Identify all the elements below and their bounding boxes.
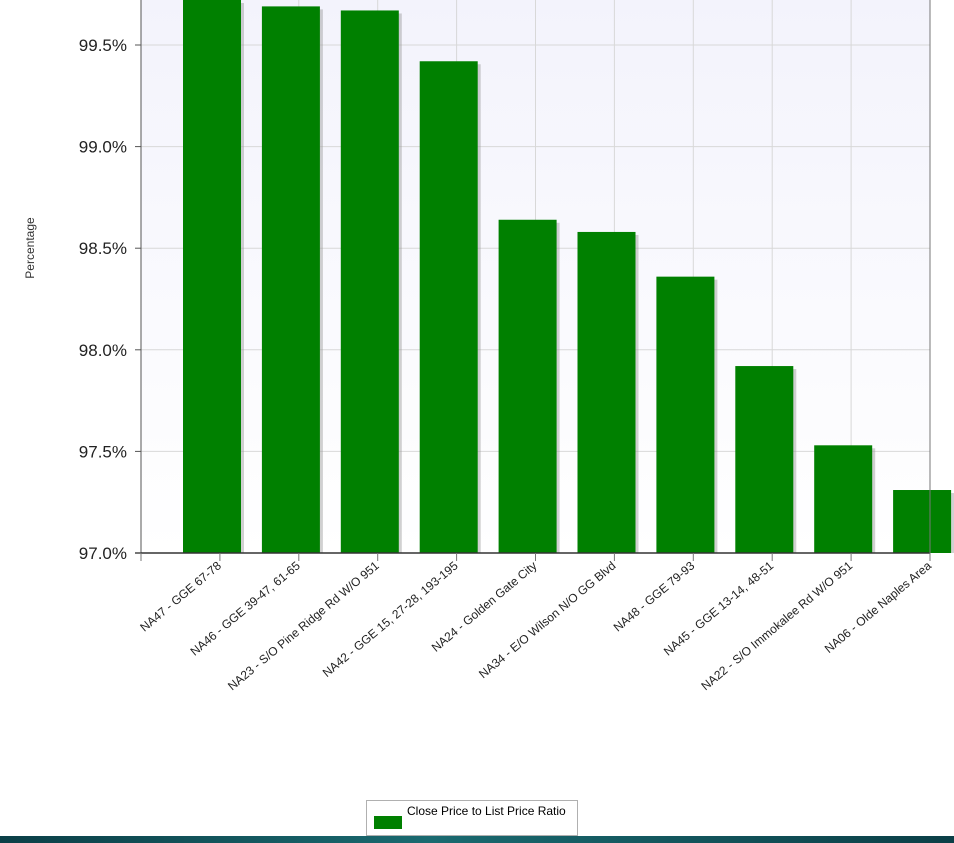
y-tick-label: 98.0% <box>79 341 127 360</box>
y-ticks-layer: 97.0% 97.5% 98.0% 98.5% 99.0% 99.5% <box>79 36 141 563</box>
bar <box>735 366 794 553</box>
bar <box>656 276 715 553</box>
x-tick-label: NA42 - GGE 15, 27-28, 193-195 <box>320 558 461 680</box>
bar <box>419 61 478 553</box>
legend-swatch <box>374 816 402 829</box>
bottom-band <box>0 836 954 843</box>
bar <box>893 490 952 553</box>
x-tick-label: NA48 - GGE 79-93 <box>611 558 698 634</box>
bars-layer <box>183 0 954 554</box>
x-tick-label: NA23 - S/O Pine Ridge Rd W/O 951 <box>225 558 382 693</box>
y-tick-label: 97.0% <box>79 544 127 563</box>
x-tick-label: NA34 - E/O Wilson N/O GG Blvd <box>476 559 618 682</box>
legend: Close Price to List Price Ratio <box>366 800 578 836</box>
y-tick-label: 99.0% <box>79 138 127 157</box>
y-tick-label: 98.5% <box>79 239 127 258</box>
bar <box>577 231 636 553</box>
x-tick-label: NA47 - GGE 67-78 <box>137 558 224 634</box>
bar <box>498 219 557 553</box>
legend-label: Close Price to List Price Ratio <box>407 804 566 818</box>
x-tick-label: NA22 - S/O Immokalee Rd W/O 951 <box>698 558 855 693</box>
y-tick-label: 99.5% <box>79 36 127 55</box>
y-tick-label: 97.5% <box>79 442 127 461</box>
bar <box>261 6 320 553</box>
bar <box>183 0 241 553</box>
axes-layer <box>135 0 931 561</box>
bar <box>340 10 399 554</box>
y-axis-label: Percentage <box>23 217 37 279</box>
bar <box>814 445 873 553</box>
